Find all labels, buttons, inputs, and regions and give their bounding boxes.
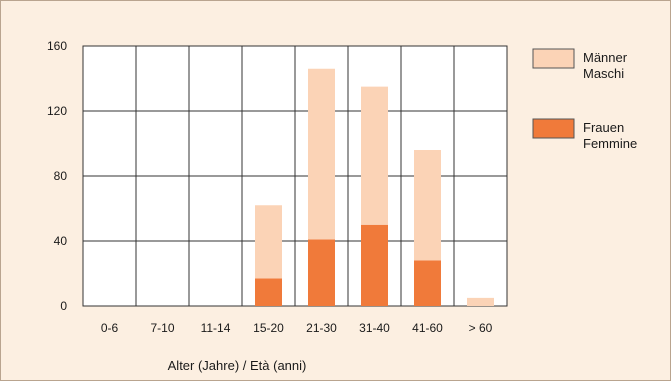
legend-label: Femmine	[583, 136, 637, 151]
x-tick-label: 31-40	[359, 321, 390, 335]
bar-segment-maenner	[467, 297, 494, 306]
legend-label: Maschi	[583, 66, 624, 81]
bar-segment-frauen	[308, 239, 335, 306]
bar-segment-frauen	[361, 224, 388, 306]
y-tick-label: 80	[54, 169, 68, 183]
x-tick-label: 41-60	[412, 321, 443, 335]
y-tick-label: 160	[47, 39, 67, 53]
bar-segment-maenner	[361, 86, 388, 225]
x-tick-label: > 60	[469, 321, 493, 335]
bar-segment-frauen	[255, 278, 282, 306]
y-tick-label: 0	[60, 299, 67, 313]
x-tick-label: 15-20	[253, 321, 284, 335]
legend-swatch	[532, 48, 575, 69]
legend-swatch	[532, 118, 575, 139]
y-tick-labels: 0 40 80 120 160	[47, 39, 67, 313]
bar-segment-maenner	[308, 68, 335, 240]
bars	[255, 68, 494, 306]
x-tick-labels: 0-6 7-10 11-14 15-20 21-30 31-40 41-60 > 60	[101, 321, 493, 335]
x-tick-label: 11-14	[201, 321, 231, 335]
x-tick-label: 21-30	[306, 321, 337, 335]
y-tick-label: 120	[47, 104, 67, 118]
legend-label: Frauen	[583, 120, 624, 135]
x-tick-label: 0-6	[101, 321, 119, 335]
bar-segment-maenner	[255, 205, 282, 279]
y-tick-label: 40	[54, 234, 68, 248]
bar-segment-frauen	[414, 260, 441, 306]
bar-segment-maenner	[414, 150, 441, 261]
x-tick-label: 7-10	[150, 321, 174, 335]
x-axis-title: Alter (Jahre) / Età (anni)	[168, 358, 307, 373]
legend-label: Männer	[583, 50, 628, 65]
